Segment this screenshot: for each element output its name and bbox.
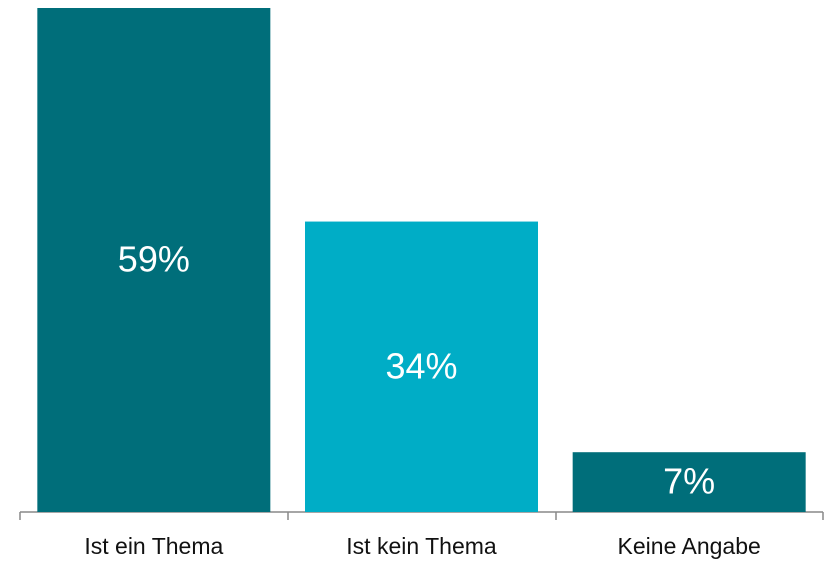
x-tick-label: Keine Angabe (618, 533, 761, 559)
bar (37, 8, 271, 512)
value-label: 34% (385, 345, 457, 386)
x-tick-label: Ist ein Thema (84, 533, 223, 559)
bar (305, 221, 538, 512)
x-tick-label: Ist kein Thema (346, 533, 497, 559)
value-label: 7% (663, 461, 715, 502)
bar (572, 452, 806, 512)
x-axis (19, 511, 824, 520)
value-label: 59% (118, 239, 190, 280)
